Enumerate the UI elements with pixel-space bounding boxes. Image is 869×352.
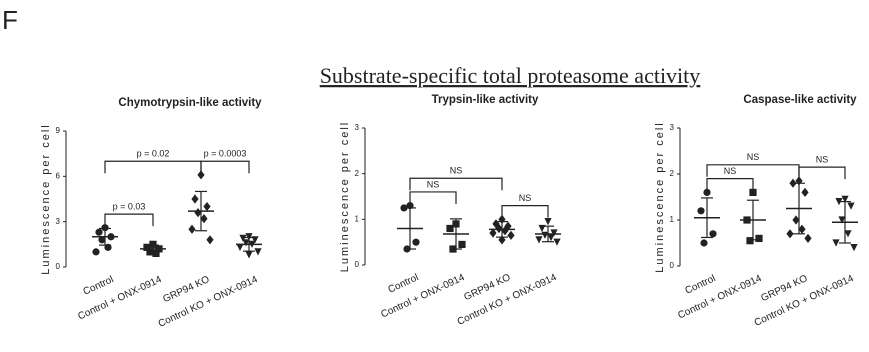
data-point — [847, 202, 855, 210]
significance-bracket — [409, 177, 503, 191]
y-tick-label: 2 — [355, 169, 360, 178]
data-point — [239, 234, 247, 242]
data-point — [245, 251, 253, 259]
data-point — [841, 195, 849, 203]
data-point — [458, 240, 466, 249]
data-point — [254, 248, 262, 256]
data-point — [749, 188, 757, 196]
x-tick-label: Control — [387, 272, 421, 296]
data-point — [245, 233, 253, 241]
data-point — [832, 239, 840, 247]
data-point — [188, 224, 196, 234]
x-tick-label: Control + ONX-0914 — [76, 274, 163, 323]
y-axis-label: Luminescence per cell — [40, 123, 52, 274]
data-point — [191, 194, 199, 204]
data-point — [412, 238, 420, 246]
y-tick-label: 0 — [670, 261, 675, 270]
significance-label: p = 0.03 — [113, 201, 146, 211]
data-point — [547, 234, 555, 242]
data-point — [197, 170, 205, 180]
x-tick-label: Control — [82, 274, 116, 298]
data-point — [501, 226, 509, 236]
data-point — [838, 216, 846, 224]
x-tick-label: Control — [684, 273, 718, 297]
data-point — [446, 224, 454, 233]
significance-label: NS — [724, 166, 737, 176]
data-point — [146, 248, 154, 256]
data-point — [507, 230, 515, 240]
data-point — [203, 201, 211, 212]
data-point — [149, 240, 157, 248]
significance-label: NS — [747, 152, 760, 162]
data-point — [242, 239, 250, 247]
y-tick-label: 3 — [670, 123, 675, 132]
y-tick-label: 6 — [56, 171, 61, 180]
data-point — [194, 208, 202, 218]
significance-bracket — [706, 178, 754, 191]
y-tick-label: 3 — [56, 217, 61, 226]
data-point — [703, 188, 711, 196]
y-tick-label: 1 — [355, 214, 360, 223]
significance-label: NS — [519, 193, 532, 203]
data-point — [544, 218, 552, 226]
y-axis-label: Luminescence per cell — [339, 121, 351, 272]
significance-bracket — [200, 160, 250, 174]
significance-label: NS — [816, 154, 829, 164]
data-point — [697, 207, 705, 215]
y-axis-label: Luminescence per cell — [654, 121, 666, 272]
significance-bracket — [104, 213, 154, 227]
significance-label: p = 0.02 — [137, 149, 170, 159]
significance-bracket — [706, 164, 800, 177]
panel-title: Trypsin-like activity — [432, 94, 539, 106]
data-point — [92, 248, 100, 256]
significance-bracket — [409, 191, 457, 204]
y-tick-label: 9 — [56, 126, 61, 135]
data-point — [700, 239, 708, 247]
significance-bracket — [104, 160, 202, 174]
data-point — [792, 215, 800, 225]
data-point — [804, 233, 812, 243]
data-point — [550, 229, 558, 237]
panel-title: Caspase-like activity — [743, 94, 857, 106]
data-point — [553, 238, 561, 246]
y-tick-label: 0 — [355, 260, 360, 269]
significance-bracket — [501, 205, 549, 218]
data-point — [489, 228, 497, 238]
data-point — [746, 237, 754, 245]
data-point — [495, 223, 503, 234]
y-tick-label: 3 — [355, 123, 360, 132]
data-point — [801, 187, 809, 197]
data-point — [236, 243, 244, 251]
data-point — [101, 224, 109, 232]
panel-title: Chymotrypsin-like activity — [118, 97, 262, 109]
data-point — [152, 249, 160, 257]
data-point — [755, 234, 763, 242]
x-tick-label: Control + ONX-0914 — [676, 273, 763, 322]
data-point — [535, 236, 543, 244]
data-point — [844, 230, 852, 238]
significance-label: NS — [450, 166, 463, 176]
significance-label: p = 0.0003 — [204, 149, 247, 159]
data-point — [850, 244, 858, 252]
panel-letter: F — [2, 5, 18, 35]
data-point — [709, 230, 717, 238]
data-point — [206, 235, 214, 245]
y-tick-label: 0 — [56, 262, 61, 271]
data-point — [95, 228, 103, 236]
data-point — [98, 236, 106, 244]
data-point — [200, 214, 208, 224]
data-point — [786, 229, 794, 239]
significance-bracket — [798, 166, 846, 180]
figure-title: Substrate-specific total proteasome acti… — [320, 63, 701, 88]
data-point — [143, 243, 151, 251]
significance-label: NS — [427, 179, 440, 189]
x-tick-label: Control + ONX-0914 — [379, 272, 466, 321]
data-point — [798, 224, 806, 234]
y-tick-label: 1 — [670, 215, 675, 224]
y-tick-label: 2 — [670, 169, 675, 178]
